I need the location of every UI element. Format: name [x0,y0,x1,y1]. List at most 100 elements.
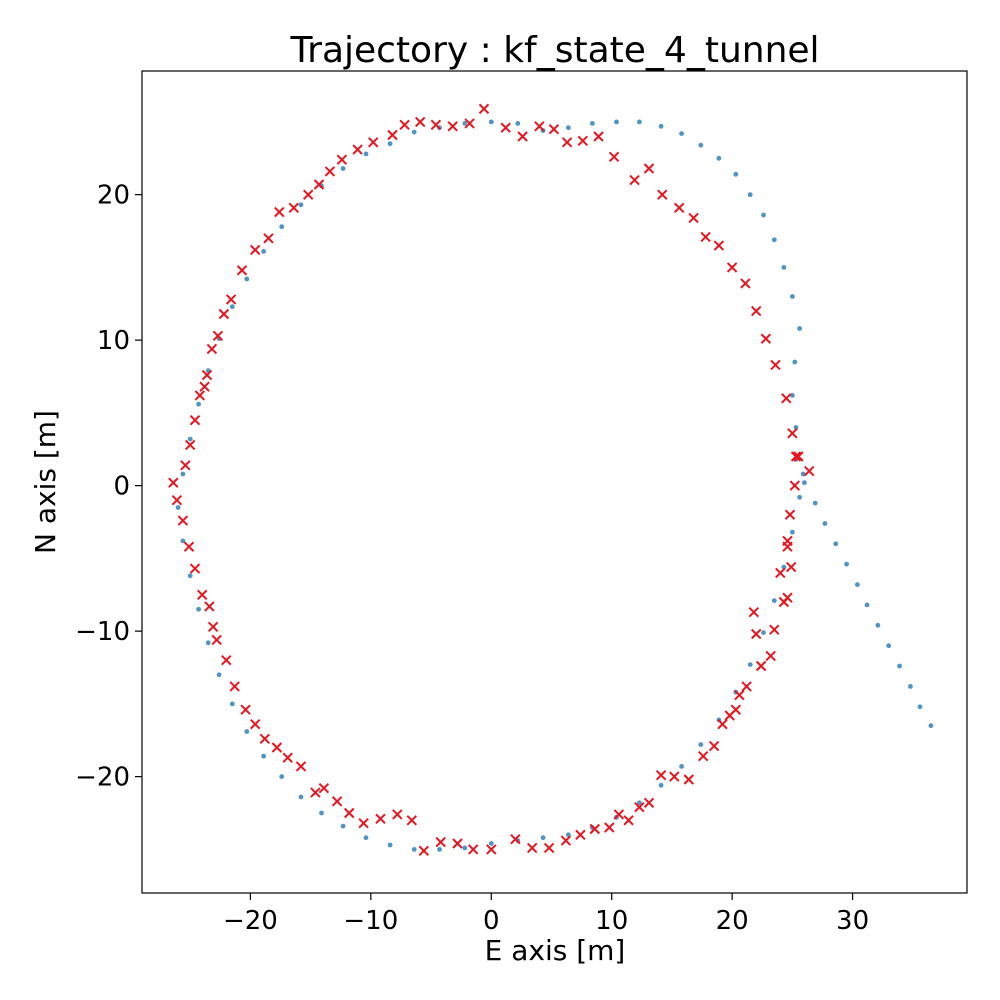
measurement-point [199,381,210,392]
measurement-point [336,154,348,165]
measurement-point [548,123,560,135]
measurement-point [204,601,215,612]
estimate-point [679,131,684,137]
estimate-point [340,823,346,829]
measurement-point [196,589,208,601]
measurement-point [789,480,801,491]
measurement-point [171,494,183,506]
measurement-point [724,710,735,721]
estimate-point [761,630,766,635]
measurement-point [769,624,780,635]
measurement-point [435,836,446,848]
estimate-point [363,151,369,157]
estimate-point [566,125,571,131]
measurement-point [249,244,261,256]
measurement-point [775,567,786,579]
measurement-point [452,838,463,849]
estimate-point [488,119,494,125]
estimate-point [387,842,393,848]
estimate-point [196,606,202,612]
estimate-point [187,436,193,442]
measurement-point [781,393,792,404]
measurement-point [688,212,699,224]
measurement-point [271,742,283,753]
measurement-point [765,650,776,662]
chart-title: Trajectory : kf_state_4_tunnel [289,30,819,71]
measurement-point [467,844,479,855]
measurement-point [313,179,325,190]
measurement-point [708,740,720,752]
measurement-point [387,129,398,141]
measurement-point [741,681,752,692]
measurement-point [189,563,201,574]
x-tick-label: 10 [595,906,628,936]
measurement-point [392,809,403,820]
measurement-point [560,835,572,846]
measurement-point [561,137,573,148]
estimate-point [515,121,521,126]
estimate-point [244,276,250,282]
measurement-point [623,815,634,826]
estimate-point [790,529,795,535]
measurement-point [604,822,615,833]
estimate-point [279,774,285,779]
estimate-point [187,573,193,579]
measurement-point [657,189,668,200]
estimate-point [844,561,849,567]
measurement-point [785,561,797,573]
estimate-point [319,810,324,816]
estimate-point [797,326,802,331]
estimate-point [216,672,222,678]
measurement-point [734,689,745,701]
estimate-point [792,359,798,365]
estimate-point [180,538,186,544]
estimate-point [928,723,934,729]
measurement-point [206,343,218,355]
estimate-point [716,155,722,161]
estimate-point [340,166,346,171]
measurement-point [700,231,711,243]
estimate-point [771,237,777,243]
estimate-point [261,753,266,759]
measurement-point [778,596,790,608]
measurement-point [589,823,601,835]
estimate-point [658,782,664,788]
estimate-point [229,701,235,707]
measurement-point [236,265,248,276]
measurement-point [740,278,751,289]
y-axis-label: N axis [m] [29,410,62,554]
x-tick-label: −10 [343,906,398,936]
estimate-point [261,249,266,254]
measurement-point [643,797,655,809]
estimate-point [698,142,704,148]
measurement-point [225,294,237,305]
estimate-point [205,640,211,646]
estimate-point [812,500,818,506]
estimate-point [229,304,235,310]
measurement-point [613,809,625,820]
estimate-point [411,129,417,135]
measurement-point [177,515,189,526]
y-tick-label: 10 [97,326,130,356]
estimate-point [637,800,642,806]
measurement-point [295,761,307,772]
measurement-point [526,842,538,854]
estimate-point [802,480,807,486]
estimate-series [175,119,934,852]
y-axis: −20 −10 0 10 20 [75,181,142,793]
measurement-point [634,801,645,813]
estimate-point [886,643,892,649]
measurement-point [168,477,179,488]
x-tick-label: 20 [716,906,749,936]
estimate-point [196,401,202,407]
estimate-point [488,841,494,846]
estimate-point [897,663,902,669]
measurement-point [803,465,815,477]
measurement-point [543,842,555,854]
x-axis-label: E axis [m] [485,934,626,967]
estimate-point [790,294,795,299]
estimate-point [590,121,595,126]
measurement-point [183,541,195,552]
measurement-point [201,369,213,381]
